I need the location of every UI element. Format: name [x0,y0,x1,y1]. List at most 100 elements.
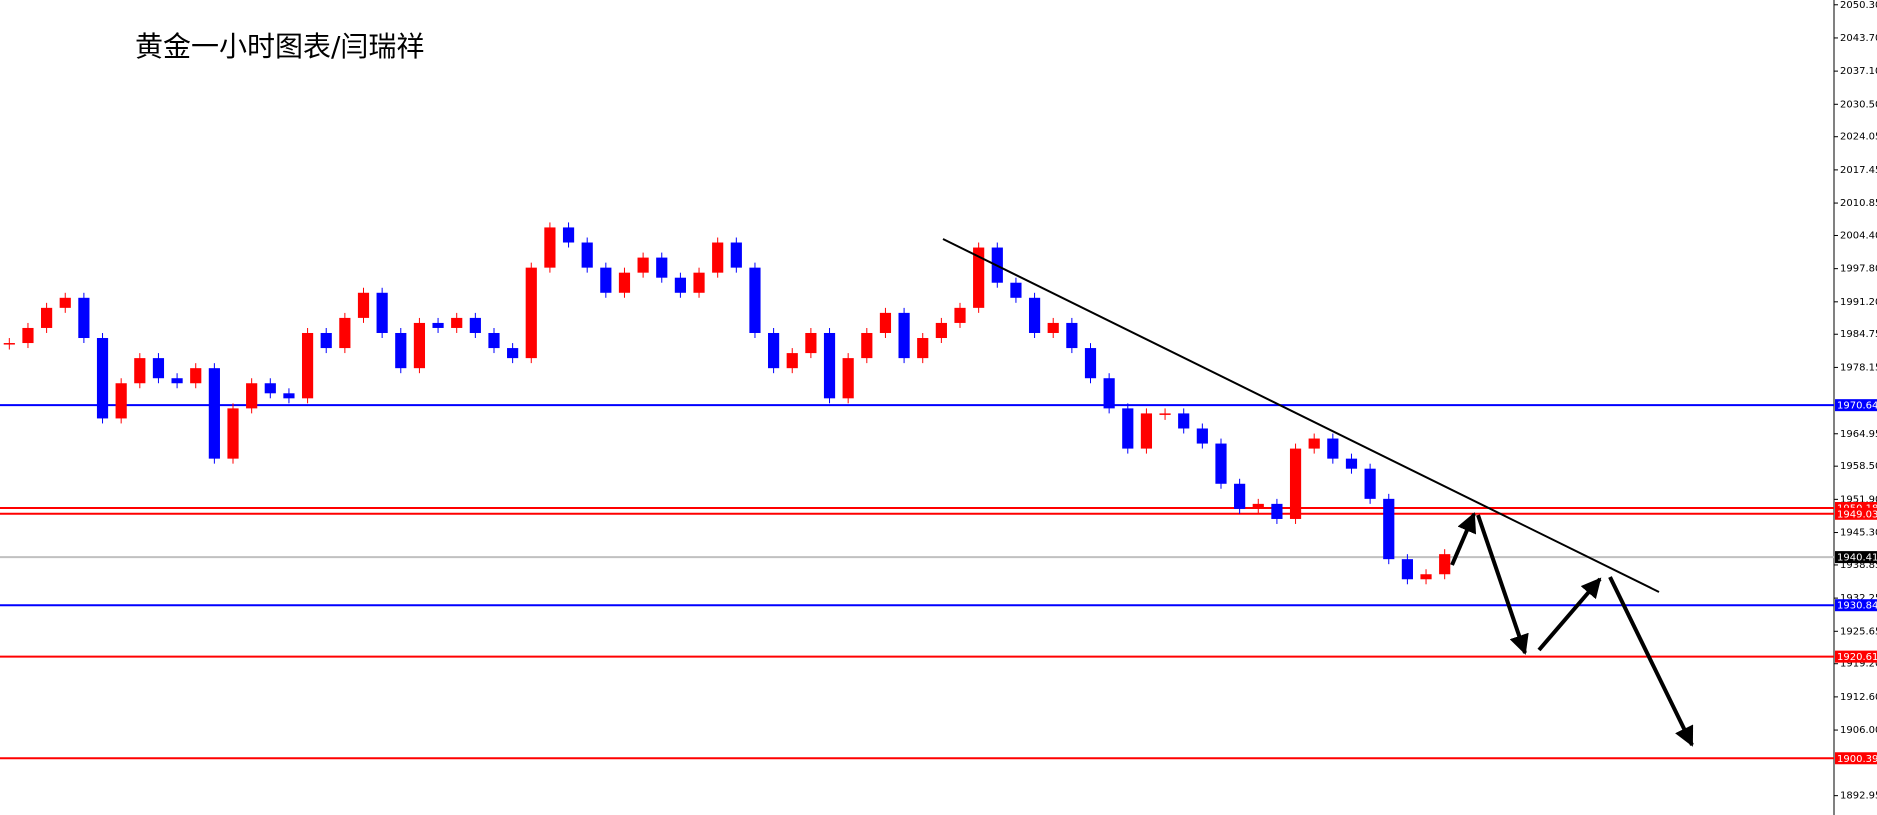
candle [301,332,314,399]
y-tick-label: 1978.15 [1840,362,1877,373]
candle [879,312,892,333]
candle [581,242,593,268]
y-tick-label: 2004.40 [1840,230,1877,241]
y-tick-label: 1964.95 [1840,429,1877,440]
candle [432,322,444,328]
candle [562,227,575,243]
candle [1271,503,1283,519]
candle [395,332,407,369]
candle [283,393,295,399]
candle [749,267,761,333]
candle [1327,438,1339,459]
y-tick-label: 1945.30 [1840,528,1877,539]
candle [693,272,705,293]
y-tick-label: 2037.10 [1840,66,1877,77]
candle [1401,559,1413,580]
candle [656,257,668,278]
candle [674,277,686,293]
candle [730,242,742,268]
candle [1047,322,1059,333]
level-label: 1920.61 [1837,652,1877,663]
candle [935,322,947,339]
candle [712,242,724,273]
candle [1439,554,1451,575]
y-tick-label: 1958.50 [1840,461,1877,472]
candle [1010,282,1022,298]
candle [1196,428,1208,444]
trend-line [942,238,1660,593]
candle [96,338,109,419]
level-label: 1949.03 [1837,509,1877,520]
candle [78,297,90,339]
y-tick-label: 1906.00 [1840,725,1877,736]
level-label-box [1835,599,1877,612]
level-label: 1970.64 [1837,401,1877,412]
candle [600,267,612,293]
candle [3,343,15,345]
candle [376,292,388,333]
y-tick-label: 1925.65 [1840,626,1877,637]
level-label: 1940.41 [1837,553,1877,564]
levels [0,404,1834,760]
y-tick-label: 1919.20 [1840,659,1877,670]
candle [525,267,537,359]
candle [1420,574,1432,580]
candle [469,317,481,333]
y-tick-label: 1997.80 [1840,264,1877,275]
candle [227,408,239,459]
y-tick-label: 2017.45 [1840,165,1877,176]
candle [637,257,649,273]
arrow [1450,512,1477,566]
arrow [1537,577,1602,652]
candle [1289,448,1302,519]
candle [1028,297,1041,333]
candle [1234,483,1246,509]
candle [1140,413,1153,449]
candle [1252,503,1264,509]
candle [544,227,556,268]
candle [618,272,631,293]
y-tick-label: 1912.60 [1840,692,1877,703]
candle [954,307,966,323]
candle [134,358,146,384]
level-label: 1930.84 [1837,601,1877,612]
candle [488,332,500,349]
candle [786,353,798,369]
y-tick-label: 1991.20 [1840,297,1877,308]
y-tick-label: 1932.25 [1840,593,1877,604]
candle [1159,413,1171,415]
candle [320,332,332,349]
y-tick-label: 2010.85 [1840,198,1877,209]
candle [1364,468,1376,499]
candle [115,383,127,419]
level-label-box [1835,399,1877,412]
candle [768,332,780,369]
candle [59,297,71,308]
y-tick-label: 2030.50 [1840,99,1877,110]
candle [823,332,836,399]
arrow [1476,514,1529,655]
candle [208,368,220,459]
axis-labels: 2050.30 2043.70 2037.10 2030.50 2024.05 2017.… [1834,0,1877,802]
candle [898,312,910,359]
candle [917,338,929,359]
candle [264,383,276,394]
candle [861,332,873,359]
candles [3,222,1451,585]
forecast-arrows [1450,512,1694,747]
y-tick-label: 1938.85 [1840,560,1877,571]
level-label-box [1835,752,1877,765]
candle [1066,322,1078,349]
candle [1345,458,1358,469]
candle [1308,438,1320,449]
candle [1122,408,1134,449]
candle [357,292,370,318]
y-tick-label: 1984.75 [1840,329,1877,340]
level-label: 1900.39 [1837,754,1877,765]
y-tick-label: 1892.95 [1840,791,1877,802]
y-tick-label: 1951.90 [1840,494,1877,505]
candle [339,317,351,349]
